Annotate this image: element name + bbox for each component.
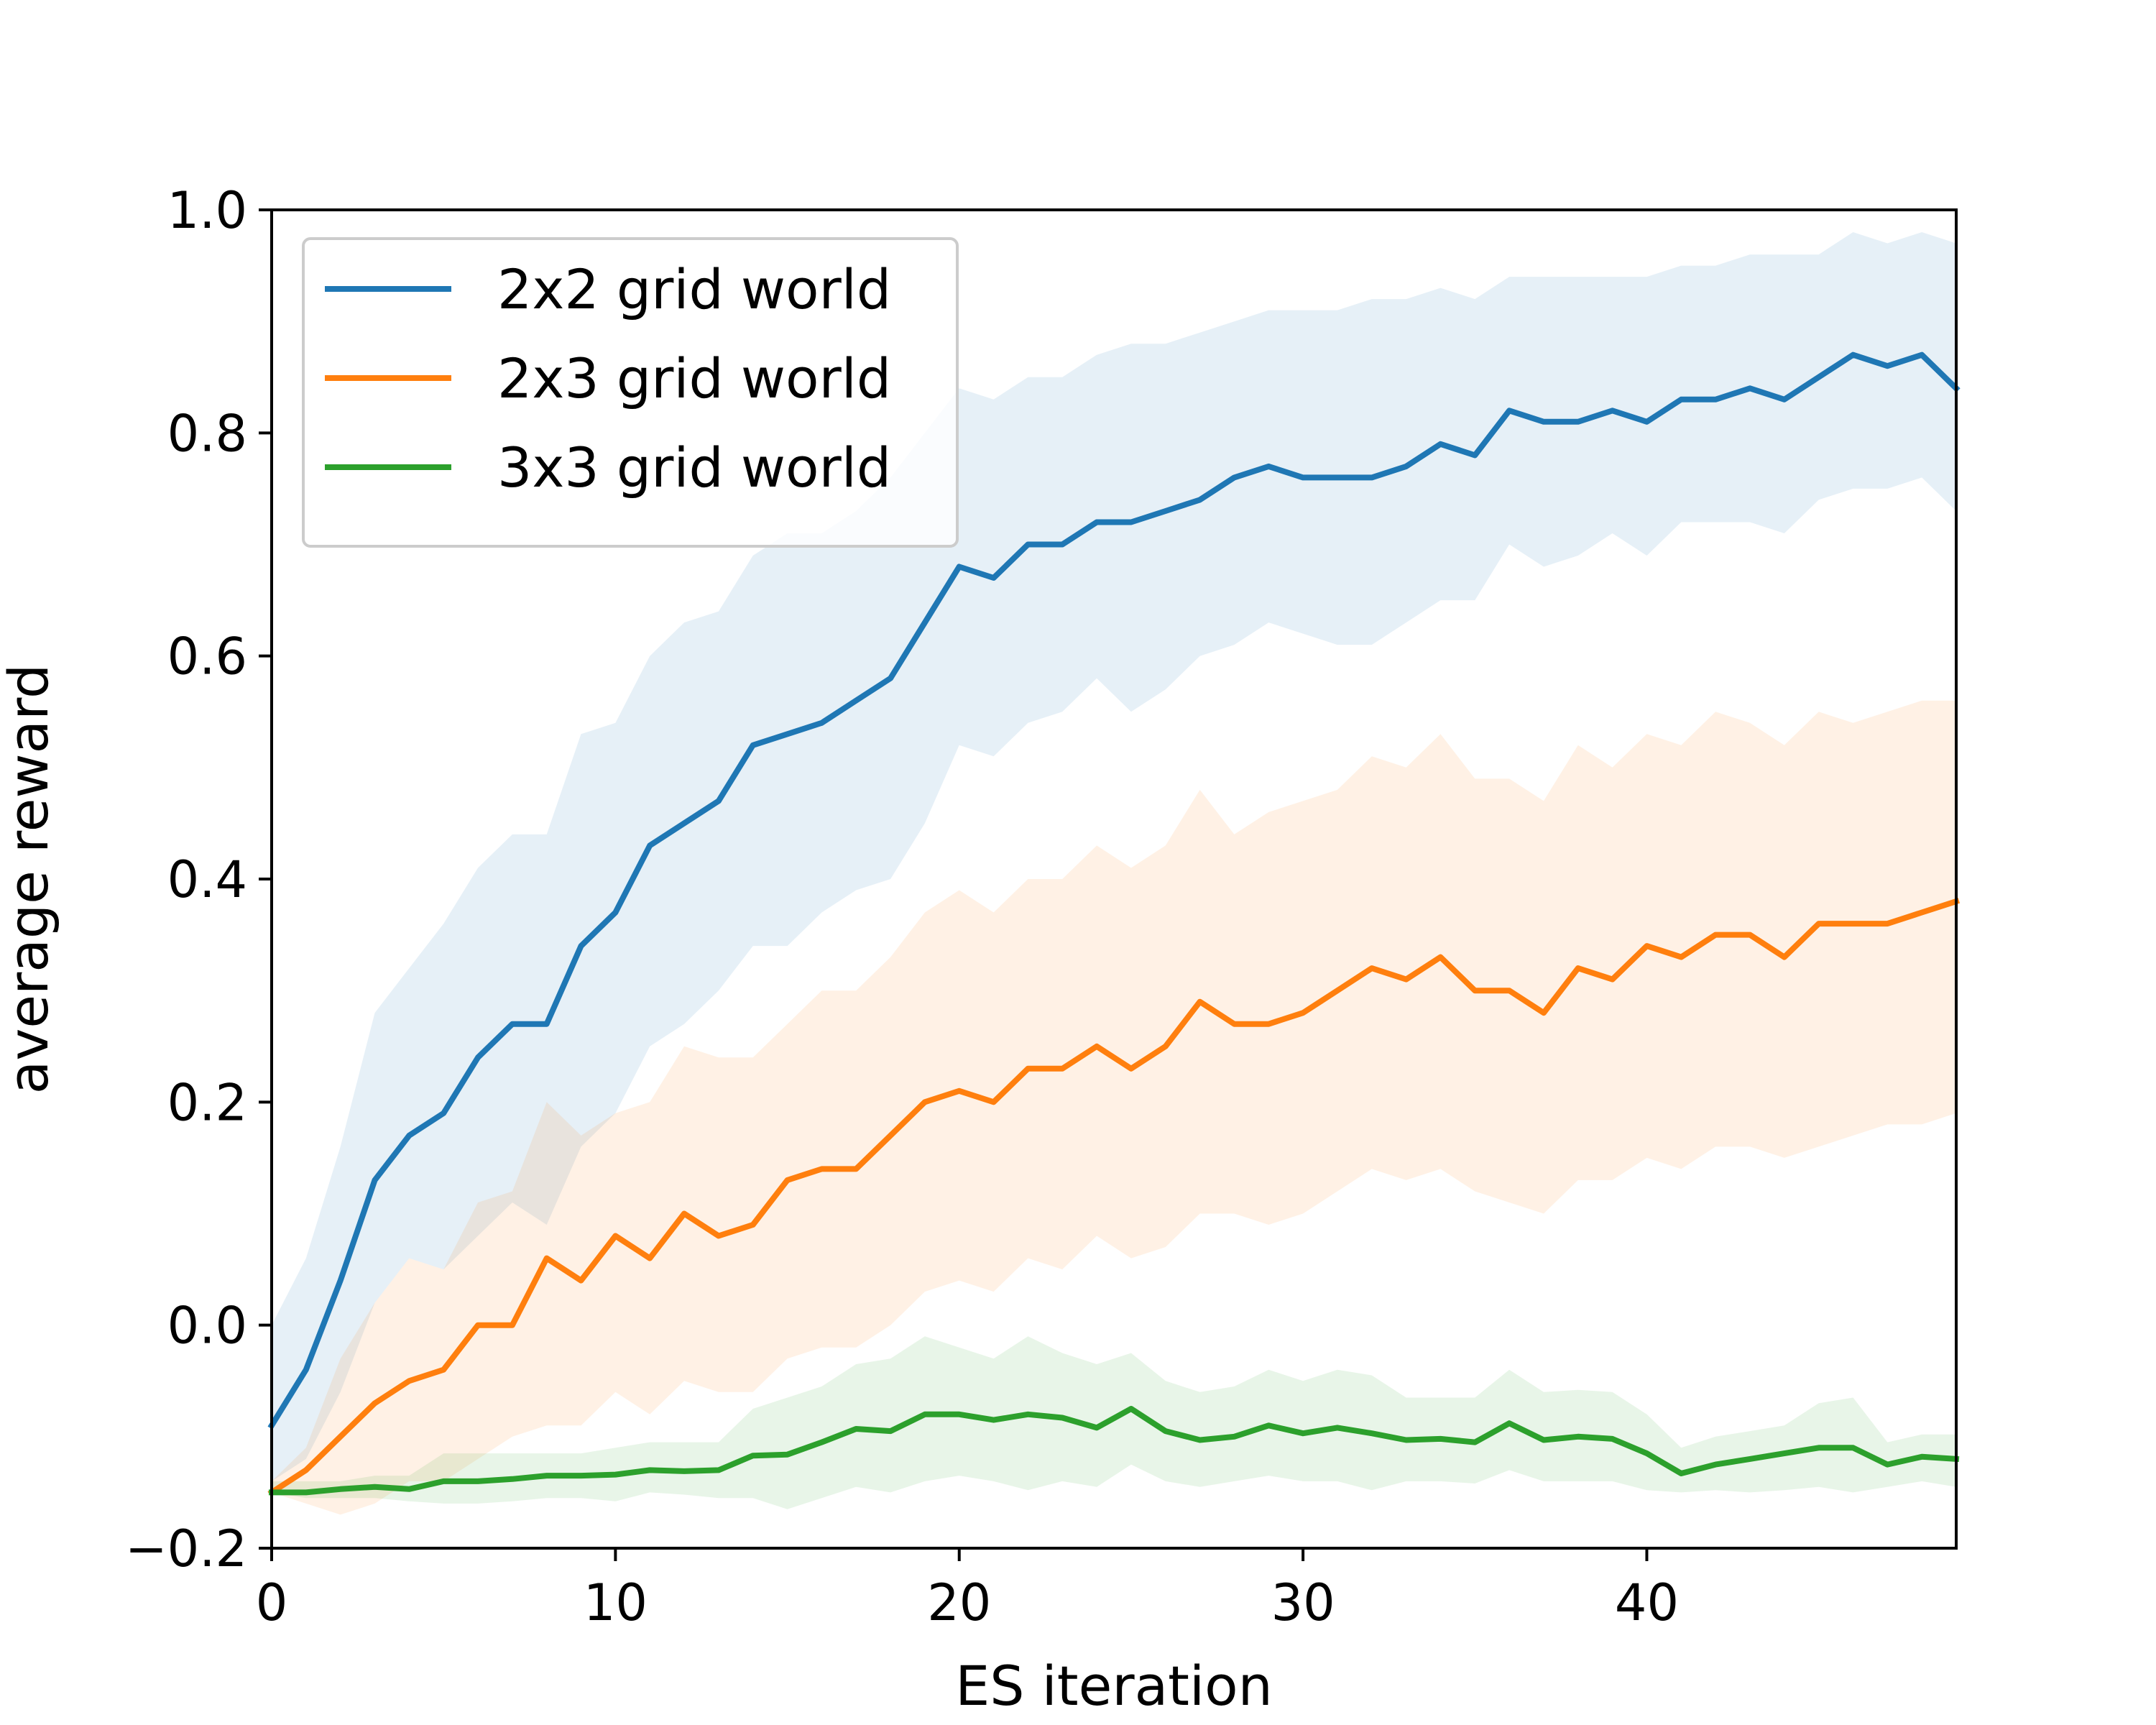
y-tick-label-5: 0.8 <box>167 404 247 463</box>
legend-box <box>302 237 959 548</box>
line-series-1 <box>267 351 1961 1430</box>
band-series-2 <box>272 700 1956 1515</box>
line-series-3 <box>269 1406 1960 1496</box>
y-tick-label-3: 0.4 <box>167 850 247 909</box>
y-axis-title: average reward <box>0 664 60 1095</box>
x-axis-title: ES iteration <box>955 1654 1273 1718</box>
x-tick-label-4: 40 <box>1615 1573 1679 1632</box>
legend: 2x2 grid world 2x3 grid world 3x3 grid wor… <box>302 237 959 548</box>
series-lines <box>267 351 1961 1496</box>
legend-label-3: 3x3 grid world <box>497 436 891 500</box>
legend-label-2: 2x3 grid world <box>497 346 891 410</box>
line-series-2 <box>267 897 1961 1496</box>
confidence-bands <box>272 232 1956 1515</box>
band-series-1 <box>272 232 1956 1481</box>
band-series-3 <box>272 1336 1956 1509</box>
y-tick-label-1: 0.0 <box>167 1297 247 1356</box>
y-tick-label-6: 1.0 <box>167 181 247 240</box>
x-axis: 0 10 20 30 40 <box>256 1548 1679 1632</box>
y-tick-label-0: −0.2 <box>125 1519 247 1578</box>
x-tick-label-3: 30 <box>1271 1573 1335 1632</box>
x-tick-label-1: 10 <box>584 1573 648 1632</box>
y-axis: −0.2 0.0 0.2 0.4 0.6 0.8 1.0 <box>125 181 272 1578</box>
y-tick-label-4: 0.6 <box>167 627 247 686</box>
x-tick-label-0: 0 <box>256 1573 288 1632</box>
y-tick-label-2: 0.2 <box>167 1073 247 1132</box>
x-tick-label-2: 20 <box>927 1573 991 1632</box>
legend-label-1: 2x2 grid world <box>497 257 891 321</box>
